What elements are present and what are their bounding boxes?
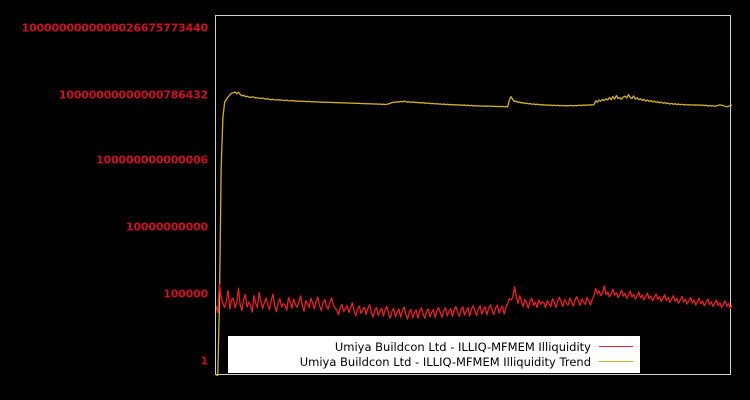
chart-legend: Umiya Buildcon Ltd - ILLIQ-MFMEM Illiqui… (228, 336, 640, 373)
ytick-label-0: 1000000000000026675773440 (21, 21, 209, 35)
ytick-label-3: 10000000000 (126, 220, 208, 234)
legend-swatch-trend (599, 361, 633, 362)
legend-entry-illiquidity: Umiya Buildcon Ltd - ILLIQ-MFMEM Illiqui… (235, 339, 633, 354)
plot-svg (216, 91, 732, 376)
series-group (216, 91, 732, 376)
ytick-label-5: 1 (200, 354, 209, 368)
legend-swatch-illiquidity (599, 346, 633, 347)
legend-label-trend: Umiya Buildcon Ltd - ILLIQ-MFMEM Illiqui… (299, 354, 591, 369)
ytick-label-1: 10000000000000786432 (58, 88, 208, 102)
plot-area (215, 15, 732, 376)
legend-label-illiquidity: Umiya Buildcon Ltd - ILLIQ-MFMEM Illiqui… (334, 339, 591, 354)
series-line-illiquidity (216, 283, 732, 320)
ytick-label-2: 100000000000006 (96, 153, 208, 167)
ytick-label-4: 100000 (163, 287, 208, 301)
legend-entry-trend: Umiya Buildcon Ltd - ILLIQ-MFMEM Illiqui… (235, 354, 633, 369)
series-line-trend (216, 91, 732, 376)
